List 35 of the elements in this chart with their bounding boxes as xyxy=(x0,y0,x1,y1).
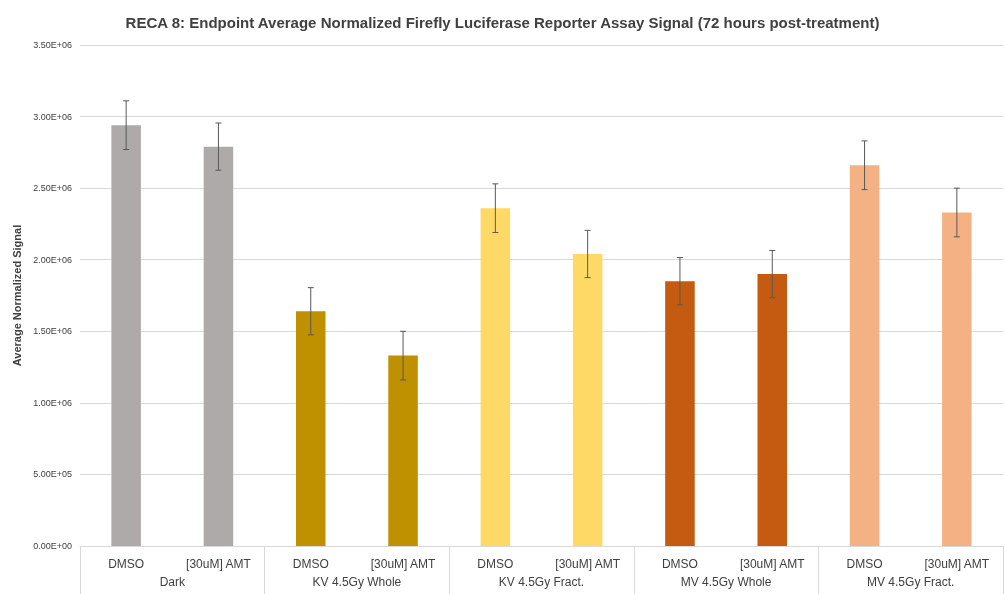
x-tick-label: [30uM] AMT xyxy=(186,557,252,571)
bar xyxy=(572,253,603,546)
x-tick-label: [30uM] AMT xyxy=(555,557,621,571)
bar xyxy=(757,274,788,546)
bar xyxy=(111,125,141,546)
x-tick-label: [30uM] AMT xyxy=(739,557,806,571)
text: Dark xyxy=(159,575,186,589)
bar xyxy=(203,146,234,546)
y-tick-label: 1.50E+06 xyxy=(33,326,72,337)
bar xyxy=(388,355,418,546)
bar xyxy=(480,208,511,546)
x-tick-label: DMSO xyxy=(292,557,329,571)
bar xyxy=(295,311,326,546)
text: KV 4.5Gy Whole xyxy=(312,575,402,589)
y-tick-label: 1.00E+06 xyxy=(33,397,72,408)
text: KV 4.5Gy Fract. xyxy=(498,575,585,589)
y-tick-label: 3.00E+06 xyxy=(33,111,72,122)
x-tick-label: DMSO xyxy=(846,557,883,571)
bar xyxy=(849,165,880,546)
y-tick-label: 2.50E+06 xyxy=(33,183,72,194)
y-tick-label: 3.50E+06 xyxy=(33,40,72,50)
text: MV 4.5Gy Fract. xyxy=(867,575,955,589)
x-tick-label: DMSO xyxy=(477,557,514,571)
bar xyxy=(665,281,695,546)
y-tick-label: 5.00E+05 xyxy=(33,469,72,480)
y-axis-title: Average Normalized Signal xyxy=(10,224,23,367)
x-tick-label: [30uM] AMT xyxy=(924,557,990,571)
x-tick-label: DMSO xyxy=(108,557,145,571)
x-tick-label: [30uM] AMT xyxy=(370,557,437,571)
y-tick-label: 2.00E+06 xyxy=(33,254,72,265)
chart-title: RECA 8: Endpoint Average Normalized Firefly Luciferase Reporter Assay Signal (72 hours post-treatment) xyxy=(125,14,880,31)
bar xyxy=(942,212,972,546)
x-tick-label: DMSO xyxy=(661,557,698,571)
y-tick-label: 0.00E+00 xyxy=(33,541,72,551)
text: MV 4.5Gy Whole xyxy=(680,575,772,589)
